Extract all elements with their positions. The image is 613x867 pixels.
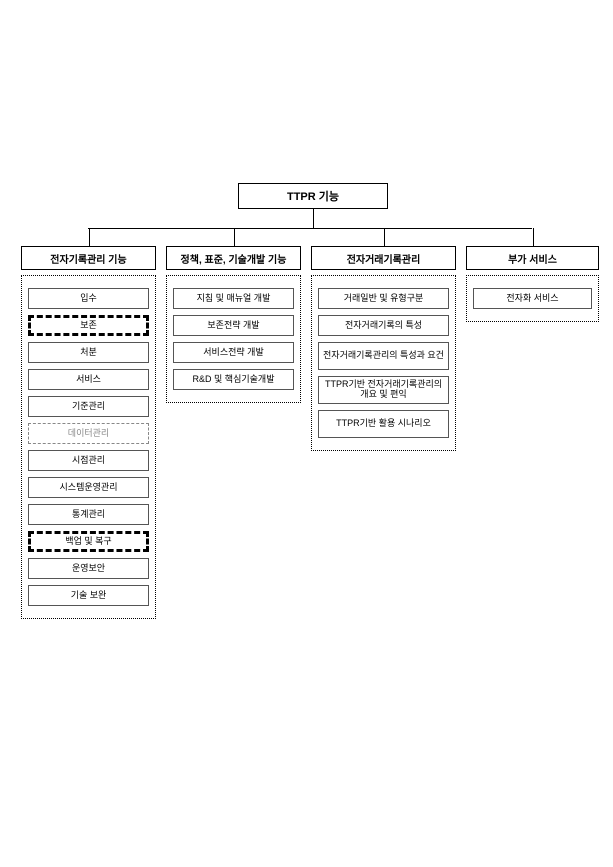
item-label: 지침 및 매뉴얼 개발 xyxy=(197,294,271,304)
connector-line xyxy=(234,228,235,246)
item-box: 운영보안 xyxy=(28,558,149,579)
item-box: 기준관리 xyxy=(28,396,149,417)
item-label: 보존전략 개발 xyxy=(207,321,259,331)
column-body-c4: 전자화 서비스 xyxy=(466,275,599,322)
column-header-c4: 부가 서비스 xyxy=(466,246,599,270)
connector-line xyxy=(384,228,385,246)
item-label: 시스템운영관리 xyxy=(60,483,118,493)
item-label: 전자화 서비스 xyxy=(506,294,558,304)
connector-line xyxy=(533,228,534,246)
item-box: 전자거래기록관리의 특성과 요건 xyxy=(318,342,449,370)
item-label: R&D 및 핵심기술개발 xyxy=(193,375,275,385)
item-box: 입수 xyxy=(28,288,149,309)
item-box: 서비스 xyxy=(28,369,149,390)
item-label: 전자거래기록의 특성 xyxy=(345,321,422,331)
root-node: TTPR 기능 xyxy=(238,183,388,209)
item-box: R&D 및 핵심기술개발 xyxy=(173,369,294,390)
item-box: TTPR기반 전자거래기록관리의 개요 및 편익 xyxy=(318,376,449,404)
item-box: 보존전략 개발 xyxy=(173,315,294,336)
column-header-label: 전자기록관리 기능 xyxy=(50,251,126,266)
column-body-c1: 입수보존처분서비스기준관리데이터관리시점관리시스템운영관리통계관리백업 및 복구… xyxy=(21,275,156,619)
item-box: 처분 xyxy=(28,342,149,363)
item-box: 데이터관리 xyxy=(28,423,149,444)
item-label: 보존 xyxy=(80,321,97,331)
column-header-c2: 정책, 표준, 기술개발 기능 xyxy=(166,246,301,270)
item-box: 전자거래기록의 특성 xyxy=(318,315,449,336)
item-box: 전자화 서비스 xyxy=(473,288,592,309)
item-label: 전자거래기록관리의 특성과 요건 xyxy=(323,351,444,361)
item-box: 백업 및 복구 xyxy=(28,531,149,552)
item-box: 기술 보완 xyxy=(28,585,149,606)
item-box: 지침 및 매뉴얼 개발 xyxy=(173,288,294,309)
item-label: 운영보안 xyxy=(72,564,105,574)
column-header-label: 전자거래기록관리 xyxy=(347,251,421,266)
item-label: 백업 및 복구 xyxy=(65,537,111,547)
column-header-c3: 전자거래기록관리 xyxy=(311,246,456,270)
item-label: 시점관리 xyxy=(72,456,105,466)
item-box: TTPR기반 활용 시나리오 xyxy=(318,410,449,438)
item-box: 시점관리 xyxy=(28,450,149,471)
root-label: TTPR 기능 xyxy=(287,188,339,204)
column-header-label: 정책, 표준, 기술개발 기능 xyxy=(181,251,287,266)
item-label: TTPR기반 활용 시나리오 xyxy=(336,419,431,429)
item-box: 보존 xyxy=(28,315,149,336)
item-label: 통계관리 xyxy=(72,510,105,520)
item-label: 거래일반 및 유형구분 xyxy=(344,294,424,304)
column-body-c2: 지침 및 매뉴얼 개발보존전략 개발서비스전략 개발 R&D 및 핵심기술개발 xyxy=(166,275,301,403)
item-box: 통계관리 xyxy=(28,504,149,525)
item-label: 데이터관리 xyxy=(68,429,109,439)
connector-line xyxy=(313,209,314,228)
item-box: 시스템운영관리 xyxy=(28,477,149,498)
item-label: 기준관리 xyxy=(72,402,105,412)
column-header-label: 부가 서비스 xyxy=(508,251,557,266)
item-label: 처분 xyxy=(80,348,97,358)
item-label: 입수 xyxy=(80,294,97,304)
connector-line xyxy=(89,228,90,246)
column-header-c1: 전자기록관리 기능 xyxy=(21,246,156,270)
item-label: 서비스 xyxy=(76,375,101,385)
item-label: TTPR기반 전자거래기록관리의 개요 및 편익 xyxy=(321,380,446,400)
connector-line xyxy=(88,228,532,229)
item-box: 거래일반 및 유형구분 xyxy=(318,288,449,309)
item-label: 기술 보완 xyxy=(71,591,107,601)
item-label: 서비스전략 개발 xyxy=(203,348,263,358)
org-chart: { "root": { "label": "TTPR 기능", "x": 238… xyxy=(0,0,613,867)
item-box: 서비스전략 개발 xyxy=(173,342,294,363)
column-body-c3: 거래일반 및 유형구분전자거래기록의 특성전자거래기록관리의 특성과 요건 TTP… xyxy=(311,275,456,451)
